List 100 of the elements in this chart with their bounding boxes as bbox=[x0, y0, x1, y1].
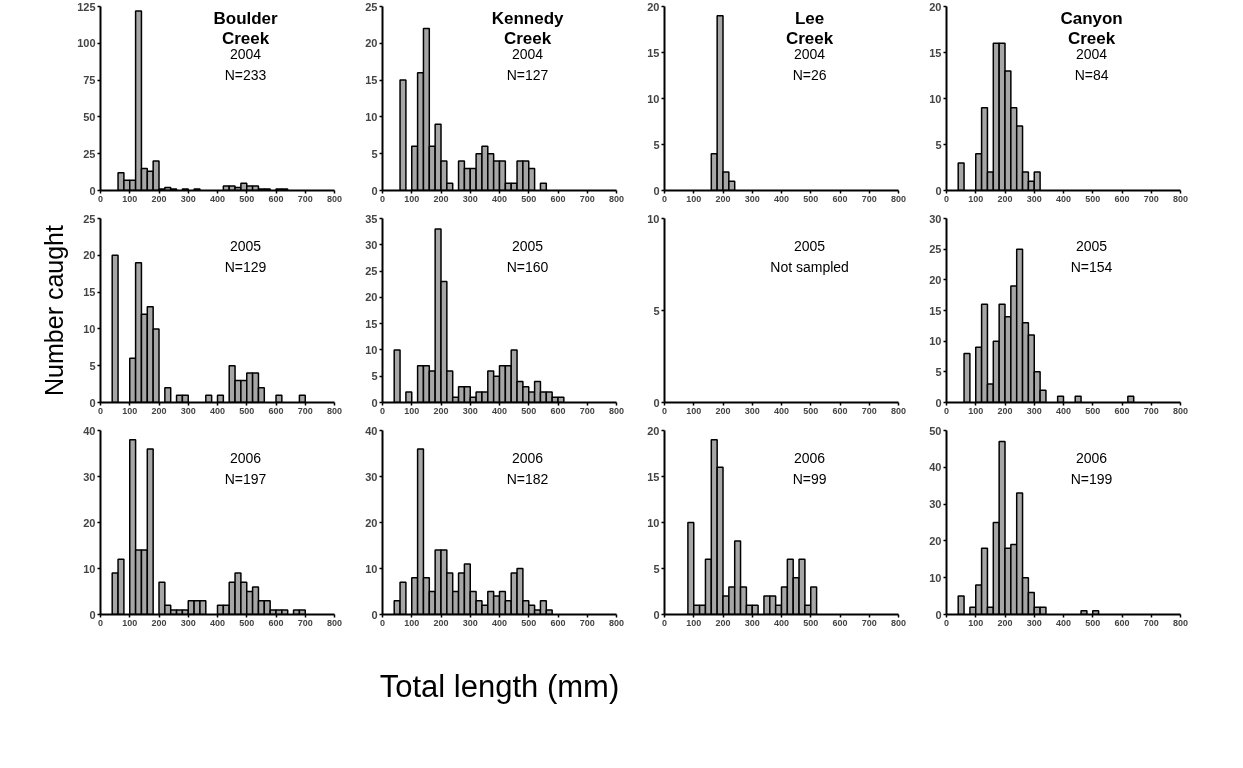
x-tick-label: 800 bbox=[890, 193, 907, 204]
x-tick-label: 500 bbox=[1085, 405, 1101, 416]
x-tick-label: 200 bbox=[997, 193, 1013, 204]
y-tick-label: 25 bbox=[83, 147, 96, 160]
x-tick-label: 100 bbox=[122, 193, 138, 204]
x-tick-label: 800 bbox=[326, 193, 343, 204]
y-tick-label: 30 bbox=[83, 470, 96, 483]
x-tick-label: 0 bbox=[662, 193, 668, 204]
x-tick-label: 500 bbox=[521, 193, 537, 204]
y-tick-label: 10 bbox=[365, 343, 378, 356]
x-tick-label: 400 bbox=[1055, 405, 1072, 416]
annotation: N=160 bbox=[506, 258, 549, 275]
x-tick-label: 0 bbox=[98, 405, 104, 416]
text: 2005 bbox=[1076, 237, 1108, 254]
x-tick-label: 400 bbox=[773, 193, 790, 204]
y-tick-label: 125 bbox=[77, 0, 96, 13]
x-tick-label: 300 bbox=[462, 405, 478, 416]
y-tick-label: 5 bbox=[935, 365, 942, 378]
text: 2006 bbox=[1076, 449, 1108, 466]
y-tick-label: 30 bbox=[929, 498, 942, 511]
y-tick-label: 10 bbox=[929, 92, 942, 105]
x-tick-label: 200 bbox=[433, 193, 449, 204]
y-tick-label: 20 bbox=[365, 291, 378, 304]
x-tick-label: 300 bbox=[1026, 193, 1042, 204]
x-tick-label: 600 bbox=[550, 617, 566, 628]
x-tick-label: 700 bbox=[579, 405, 595, 416]
x-tick-label: 0 bbox=[380, 193, 386, 204]
text: 2004 bbox=[512, 45, 544, 62]
x-tick-label: 800 bbox=[890, 617, 907, 628]
y-tick-label: 20 bbox=[929, 0, 942, 13]
x-tick-label: 600 bbox=[832, 405, 848, 416]
x-tick-label: 700 bbox=[579, 193, 595, 204]
annotation: Not sampled bbox=[770, 258, 849, 275]
y-tick-label: 20 bbox=[929, 273, 942, 286]
x-tick-label: 600 bbox=[1114, 193, 1130, 204]
y-tick-label: 10 bbox=[365, 110, 378, 123]
x-tick-label: 100 bbox=[968, 193, 984, 204]
x-tick-label: 200 bbox=[151, 617, 167, 628]
y-tick-label: 30 bbox=[365, 238, 378, 251]
x-tick-label: 700 bbox=[861, 193, 877, 204]
annotation: N=233 bbox=[224, 66, 267, 83]
x-tick-label: 300 bbox=[180, 617, 196, 628]
y-tick-label: 25 bbox=[365, 0, 378, 13]
x-tick-label: 100 bbox=[122, 405, 138, 416]
x-tick-label: 800 bbox=[608, 193, 625, 204]
annotation: N=182 bbox=[506, 470, 549, 487]
annotation: N=127 bbox=[506, 66, 549, 83]
x-tick-label: 400 bbox=[209, 405, 226, 416]
x-tick-label: 100 bbox=[968, 405, 984, 416]
y-tick-label: 15 bbox=[365, 74, 378, 87]
x-tick-label: 800 bbox=[608, 405, 625, 416]
x-tick-label: 400 bbox=[491, 405, 508, 416]
y-axis-title: Number caught bbox=[40, 224, 69, 396]
x-tick-label: 100 bbox=[404, 193, 420, 204]
x-axis-title: Total length (mm) bbox=[379, 668, 620, 704]
x-tick-label: 500 bbox=[239, 405, 255, 416]
y-tick-label: 100 bbox=[77, 37, 96, 50]
x-tick-label: 800 bbox=[326, 617, 343, 628]
x-tick-label: 700 bbox=[1143, 193, 1159, 204]
x-tick-label: 700 bbox=[579, 617, 595, 628]
x-tick-label: 500 bbox=[521, 617, 537, 628]
x-tick-label: 800 bbox=[1172, 617, 1189, 628]
y-tick-label: 25 bbox=[83, 212, 96, 225]
y-tick-label: 5 bbox=[371, 370, 378, 383]
x-tick-label: 400 bbox=[1055, 617, 1072, 628]
text: 2004 bbox=[230, 45, 262, 62]
annotation: N=84 bbox=[1074, 66, 1109, 83]
annotation: N=197 bbox=[224, 470, 267, 487]
x-tick-label: 600 bbox=[832, 193, 848, 204]
y-tick-label: 20 bbox=[83, 516, 96, 529]
x-tick-label: 200 bbox=[715, 617, 731, 628]
x-tick-label: 700 bbox=[1143, 405, 1159, 416]
text: 2004 bbox=[794, 45, 826, 62]
x-tick-label: 700 bbox=[297, 193, 313, 204]
x-tick-label: 700 bbox=[861, 405, 877, 416]
y-tick-label: 10 bbox=[83, 322, 96, 335]
x-tick-label: 300 bbox=[744, 405, 760, 416]
y-tick-label: 10 bbox=[647, 212, 660, 225]
x-tick-label: 100 bbox=[404, 405, 420, 416]
text: Boulder Creek bbox=[213, 8, 279, 48]
text: 2006 bbox=[794, 449, 826, 466]
x-tick-label: 100 bbox=[122, 617, 138, 628]
y-tick-label: 20 bbox=[83, 249, 96, 262]
y-tick-label: 10 bbox=[929, 571, 942, 584]
x-tick-label: 500 bbox=[239, 617, 255, 628]
x-tick-label: 200 bbox=[433, 405, 449, 416]
x-tick-label: 600 bbox=[268, 405, 284, 416]
y-tick-label: 35 bbox=[365, 212, 378, 225]
x-tick-label: 300 bbox=[462, 617, 478, 628]
x-tick-label: 0 bbox=[944, 193, 950, 204]
x-tick-label: 800 bbox=[1172, 405, 1189, 416]
x-tick-label: 0 bbox=[380, 405, 386, 416]
y-tick-label: 15 bbox=[929, 304, 942, 317]
text: Lee Creek bbox=[785, 8, 834, 48]
x-tick-label: 200 bbox=[715, 405, 731, 416]
text: Canyon Creek bbox=[1060, 8, 1123, 48]
x-tick-label: 200 bbox=[997, 617, 1013, 628]
x-tick-label: 500 bbox=[521, 405, 537, 416]
y-tick-label: 15 bbox=[365, 317, 378, 330]
x-tick-label: 700 bbox=[861, 617, 877, 628]
